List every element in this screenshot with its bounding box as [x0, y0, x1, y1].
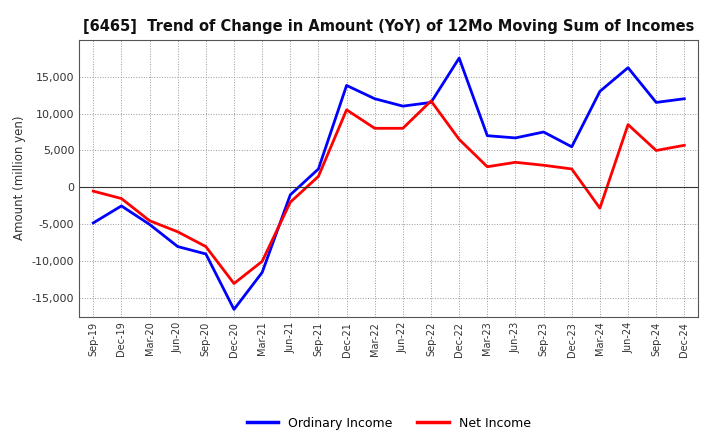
Legend: Ordinary Income, Net Income: Ordinary Income, Net Income: [242, 412, 536, 435]
Net Income: [117, 196, 126, 201]
Ordinary Income: [117, 203, 126, 209]
Ordinary Income: [680, 96, 688, 101]
Net Income: [202, 244, 210, 249]
Net Income: [680, 143, 688, 148]
Net Income: [483, 164, 492, 169]
Net Income: [595, 205, 604, 211]
Net Income: [342, 107, 351, 113]
Ordinary Income: [342, 83, 351, 88]
Net Income: [314, 174, 323, 179]
Ordinary Income: [567, 144, 576, 150]
Net Income: [174, 229, 182, 235]
Ordinary Income: [455, 55, 464, 61]
Ordinary Income: [370, 96, 379, 101]
Ordinary Income: [286, 192, 294, 198]
Net Income: [89, 188, 98, 194]
Y-axis label: Amount (million yen): Amount (million yen): [13, 116, 27, 240]
Ordinary Income: [399, 103, 408, 109]
Net Income: [370, 126, 379, 131]
Ordinary Income: [314, 166, 323, 172]
Ordinary Income: [652, 100, 660, 105]
Line: Ordinary Income: Ordinary Income: [94, 58, 684, 309]
Title: [6465]  Trend of Change in Amount (YoY) of 12Mo Moving Sum of Incomes: [6465] Trend of Change in Amount (YoY) o…: [83, 19, 695, 34]
Ordinary Income: [595, 89, 604, 94]
Ordinary Income: [89, 220, 98, 226]
Ordinary Income: [174, 244, 182, 249]
Ordinary Income: [624, 65, 632, 70]
Net Income: [427, 98, 436, 103]
Net Income: [511, 160, 520, 165]
Ordinary Income: [202, 251, 210, 257]
Net Income: [258, 259, 266, 264]
Net Income: [145, 218, 154, 224]
Net Income: [539, 163, 548, 168]
Net Income: [455, 137, 464, 142]
Ordinary Income: [145, 222, 154, 227]
Net Income: [286, 200, 294, 205]
Ordinary Income: [427, 100, 436, 105]
Net Income: [567, 166, 576, 172]
Net Income: [624, 122, 632, 127]
Net Income: [399, 126, 408, 131]
Line: Net Income: Net Income: [94, 101, 684, 283]
Ordinary Income: [483, 133, 492, 138]
Ordinary Income: [511, 135, 520, 140]
Ordinary Income: [258, 270, 266, 275]
Net Income: [230, 281, 238, 286]
Ordinary Income: [230, 307, 238, 312]
Ordinary Income: [539, 129, 548, 135]
Net Income: [652, 148, 660, 153]
